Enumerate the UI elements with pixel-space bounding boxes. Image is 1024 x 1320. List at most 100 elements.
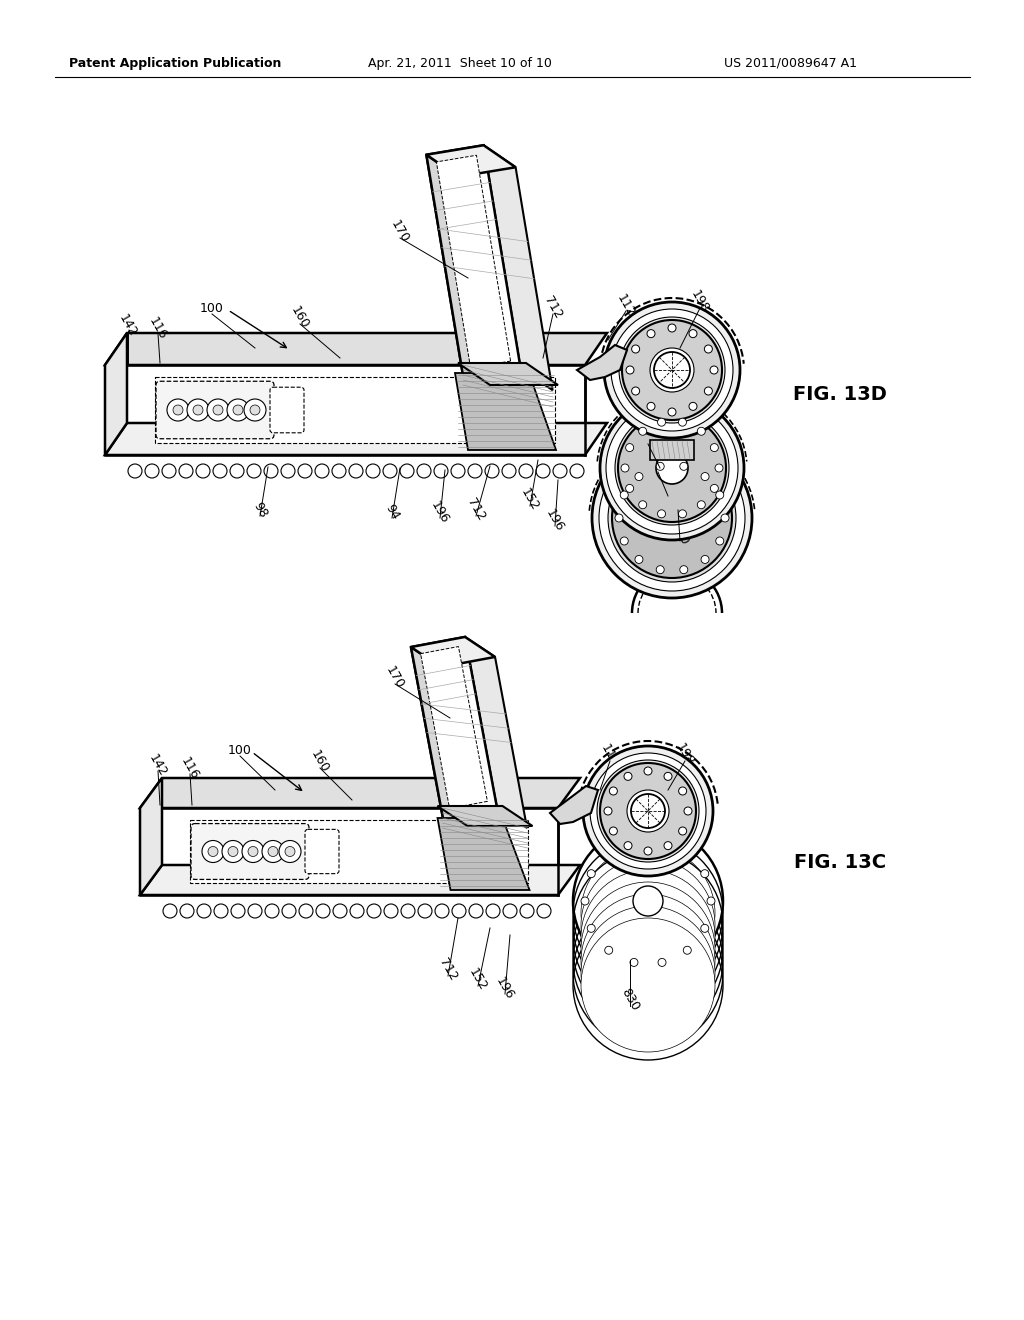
Text: 830: 830	[618, 986, 642, 1014]
Circle shape	[384, 904, 398, 917]
Circle shape	[281, 465, 295, 478]
Circle shape	[668, 323, 676, 333]
Circle shape	[537, 904, 551, 917]
Circle shape	[213, 405, 223, 414]
Circle shape	[657, 418, 666, 426]
Circle shape	[705, 387, 713, 395]
Circle shape	[707, 898, 715, 906]
Circle shape	[618, 317, 725, 422]
Circle shape	[162, 465, 176, 478]
Circle shape	[536, 465, 550, 478]
Circle shape	[519, 465, 534, 478]
Circle shape	[486, 904, 500, 917]
Circle shape	[196, 465, 210, 478]
Circle shape	[128, 465, 142, 478]
Circle shape	[664, 842, 672, 850]
Text: US 2011/0089647 A1: US 2011/0089647 A1	[724, 57, 856, 70]
Polygon shape	[105, 333, 607, 366]
Circle shape	[618, 414, 726, 521]
Text: 94: 94	[382, 502, 401, 523]
Circle shape	[679, 510, 686, 517]
Polygon shape	[155, 378, 555, 444]
Circle shape	[697, 428, 706, 436]
Circle shape	[400, 465, 414, 478]
Circle shape	[230, 465, 244, 478]
Circle shape	[621, 537, 629, 545]
Circle shape	[604, 807, 612, 814]
Circle shape	[434, 465, 449, 478]
Circle shape	[650, 348, 694, 392]
Circle shape	[581, 858, 715, 993]
Text: 152: 152	[467, 966, 489, 994]
Circle shape	[262, 841, 284, 862]
Circle shape	[332, 465, 346, 478]
Text: 196: 196	[544, 507, 566, 533]
Circle shape	[282, 904, 296, 917]
Circle shape	[647, 403, 655, 411]
Circle shape	[608, 454, 736, 582]
Circle shape	[621, 465, 629, 473]
Polygon shape	[437, 807, 532, 826]
Circle shape	[626, 366, 634, 374]
Circle shape	[350, 904, 364, 917]
Circle shape	[145, 465, 159, 478]
Circle shape	[721, 513, 729, 521]
Polygon shape	[437, 818, 529, 890]
Circle shape	[683, 946, 691, 954]
Circle shape	[581, 906, 715, 1040]
Circle shape	[417, 465, 431, 478]
Text: 160: 160	[289, 305, 311, 331]
Circle shape	[250, 405, 260, 414]
Circle shape	[213, 465, 227, 478]
Circle shape	[701, 473, 709, 480]
Circle shape	[590, 752, 706, 869]
Circle shape	[163, 904, 177, 917]
Circle shape	[503, 904, 517, 917]
Polygon shape	[411, 638, 495, 667]
Polygon shape	[140, 808, 558, 895]
Circle shape	[605, 847, 612, 855]
Polygon shape	[426, 145, 516, 177]
Circle shape	[207, 399, 229, 421]
Circle shape	[180, 904, 194, 917]
Text: 824: 824	[648, 449, 672, 475]
Circle shape	[684, 807, 692, 814]
Circle shape	[621, 491, 629, 499]
Circle shape	[656, 566, 665, 574]
Circle shape	[716, 491, 724, 499]
Circle shape	[679, 787, 687, 795]
Circle shape	[633, 886, 663, 916]
Circle shape	[581, 894, 715, 1028]
Circle shape	[683, 847, 691, 855]
Circle shape	[581, 882, 715, 1016]
Circle shape	[657, 503, 687, 533]
Polygon shape	[105, 422, 607, 455]
Circle shape	[654, 352, 690, 388]
Circle shape	[298, 465, 312, 478]
Circle shape	[173, 405, 183, 414]
Circle shape	[193, 405, 203, 414]
Text: Apr. 21, 2011  Sheet 10 of 10: Apr. 21, 2011 Sheet 10 of 10	[368, 57, 552, 70]
Circle shape	[581, 846, 715, 979]
Circle shape	[227, 399, 249, 421]
Circle shape	[315, 465, 329, 478]
Circle shape	[383, 465, 397, 478]
Circle shape	[401, 904, 415, 917]
Circle shape	[644, 847, 652, 855]
Polygon shape	[140, 865, 580, 895]
Circle shape	[485, 465, 499, 478]
Circle shape	[197, 904, 211, 917]
Circle shape	[615, 513, 623, 521]
Circle shape	[228, 846, 238, 857]
Circle shape	[604, 302, 740, 438]
Text: 120: 120	[669, 521, 691, 549]
Circle shape	[367, 904, 381, 917]
Circle shape	[689, 403, 697, 411]
Polygon shape	[650, 440, 694, 459]
Circle shape	[657, 510, 666, 517]
Circle shape	[587, 870, 595, 878]
Circle shape	[639, 500, 647, 508]
Polygon shape	[140, 777, 162, 895]
Text: 112: 112	[598, 742, 622, 768]
Text: 196: 196	[494, 974, 516, 1002]
